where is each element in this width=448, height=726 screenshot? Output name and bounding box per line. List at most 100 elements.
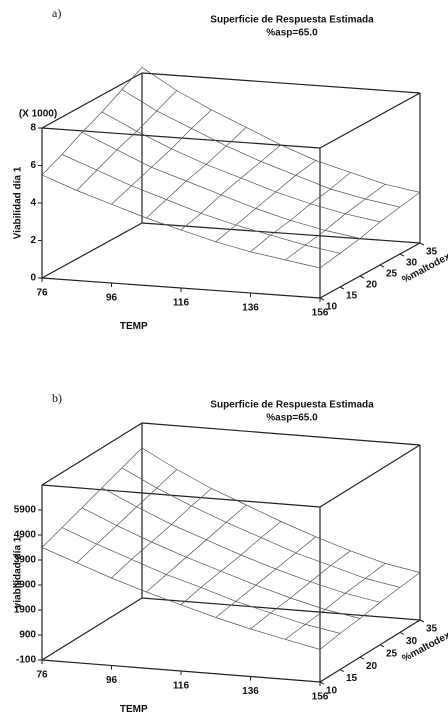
surface-column: [111, 488, 212, 579]
y-tick: [399, 253, 405, 257]
y-tick: [399, 631, 405, 635]
box-edge: [141, 222, 421, 244]
y-tick-label: 10: [326, 686, 338, 697]
panel-label: a): [52, 6, 61, 20]
z-tick-label: 2900: [14, 580, 37, 591]
surface-column: [76, 469, 178, 564]
box-edge: [41, 72, 143, 129]
surface-column: [319, 192, 421, 269]
y-tick: [419, 619, 425, 623]
surface-column: [180, 521, 282, 606]
z-tick-label: -100: [16, 655, 36, 666]
y-tick-label: 15: [346, 673, 358, 684]
surface-column: [285, 184, 386, 261]
surface-column: [111, 109, 212, 205]
surface-row: [61, 154, 341, 254]
y-tick: [319, 681, 325, 685]
x-tick-label: 156: [312, 308, 329, 319]
surface-row: [41, 174, 321, 269]
chart-title: Superficie de Respuesta Estimada: [210, 400, 374, 411]
x-tick-label: 156: [312, 692, 329, 703]
y-tick: [359, 656, 365, 660]
chart-subtitle: %asp=65.0: [266, 413, 318, 424]
box-edge: [141, 597, 421, 621]
y-tick-label: 25: [386, 269, 398, 280]
surface-column: [76, 90, 178, 191]
surface-column: [41, 67, 143, 176]
x-axis-label: TEMP: [120, 704, 148, 715]
surface-row: [101, 111, 381, 223]
y-tick-label: 20: [366, 280, 378, 291]
box-edge: [41, 484, 321, 508]
box-edge: [41, 127, 321, 149]
y-tick-label: 30: [406, 258, 418, 269]
z-tick-label: 2: [30, 235, 36, 246]
z-tick-label: 4: [30, 198, 36, 209]
surface-row: [141, 67, 421, 193]
panel-label: b): [52, 391, 62, 405]
box-edge: [319, 242, 421, 299]
surface-column: [180, 144, 282, 231]
surface-column: [215, 160, 317, 243]
x-tick-label: 116: [173, 298, 190, 309]
x-axis-label: TEMP: [120, 321, 148, 332]
y-tick: [379, 644, 385, 648]
y-tick-label: 35: [426, 247, 438, 258]
box-edge: [41, 597, 143, 661]
z-tick-label: 1900: [14, 605, 37, 616]
z-tick-label: 0: [30, 273, 36, 284]
y-tick: [359, 275, 365, 279]
surface-column: [41, 447, 143, 548]
surface-column: [250, 550, 351, 630]
z-tick-label: 900: [19, 630, 36, 641]
box-edge: [319, 92, 421, 149]
surface-column: [285, 563, 386, 640]
x-tick-label: 76: [36, 670, 48, 681]
z-tick-label: 8: [30, 123, 36, 134]
y-tick-label: 30: [406, 636, 418, 647]
z-tick-label: 3900: [14, 555, 37, 566]
surface-column: [250, 172, 351, 253]
surface-row: [61, 527, 341, 634]
chart-title: Superficie de Respuesta Estimada: [210, 15, 374, 26]
y-tick-label: 25: [386, 648, 398, 659]
y-tick-label: 15: [346, 291, 358, 302]
box-edge: [141, 72, 421, 94]
z-tick-label: 4900: [14, 530, 37, 541]
surface-row: [121, 467, 401, 588]
surface-row: [81, 507, 361, 619]
z-axis-label: viabilidad día 1: [13, 536, 24, 608]
box-edge: [319, 619, 421, 683]
box-edge: [141, 422, 421, 446]
surface-column: [319, 572, 421, 650]
y-tick: [339, 669, 345, 673]
z-tick-label: 5900: [14, 505, 37, 516]
y-tick-label: 10: [326, 302, 338, 313]
surface-column: [146, 127, 247, 219]
y-tick: [379, 264, 385, 268]
y-axis-label: %maltodex: [400, 630, 448, 665]
box-edge: [41, 422, 143, 486]
x-tick-label: 96: [106, 293, 118, 304]
z-tick-label: 6: [30, 160, 36, 171]
surface-row: [121, 89, 401, 208]
x-tick-label: 116: [173, 681, 190, 692]
z-multiplier: (X 1000): [19, 109, 57, 120]
y-tick: [419, 242, 425, 246]
surface-row: [141, 447, 421, 573]
box-edge: [319, 444, 421, 508]
surface-column: [146, 504, 247, 593]
x-tick-label: 76: [36, 288, 48, 299]
surface-row: [101, 487, 381, 603]
y-tick-label: 20: [366, 661, 378, 672]
surface-column: [215, 536, 317, 618]
box-edge: [41, 222, 143, 279]
z-axis-label: Viabilidad día 1: [13, 166, 24, 239]
y-tick-label: 35: [426, 624, 438, 635]
chart-subtitle: %asp=65.0: [266, 28, 318, 39]
y-tick: [319, 297, 325, 301]
x-tick-label: 96: [106, 675, 118, 686]
x-tick-label: 136: [242, 303, 259, 314]
y-tick: [339, 286, 345, 290]
